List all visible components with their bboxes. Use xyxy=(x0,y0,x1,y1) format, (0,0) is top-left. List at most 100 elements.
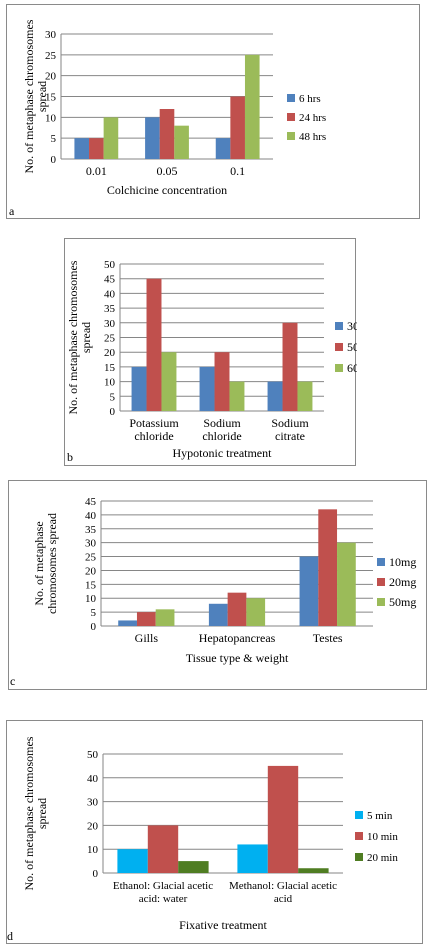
panel-label-d: d xyxy=(7,929,13,943)
bar xyxy=(267,765,299,873)
y-tick-label: 20 xyxy=(85,565,97,577)
legend-label: 10mg xyxy=(389,555,416,569)
y-tick-label: 0 xyxy=(51,154,57,166)
y-tick-label: 35 xyxy=(85,524,97,536)
bar xyxy=(145,117,160,159)
y-axis-title: No. of metaphase chromosomesspread xyxy=(66,260,93,414)
bar xyxy=(89,138,104,159)
bar xyxy=(118,620,137,626)
legend-label: 20mg xyxy=(389,575,416,589)
x-tick-label: Gills xyxy=(135,631,159,645)
y-tick-label: 20 xyxy=(45,71,57,83)
y-tick-label: 30 xyxy=(104,318,116,330)
y-tick-label: 30 xyxy=(85,538,97,550)
legend-label: 10 min xyxy=(367,831,398,843)
y-tick-label: 20 xyxy=(87,820,99,832)
y-tick-label: 25 xyxy=(45,50,57,62)
legend-swatch xyxy=(355,853,363,861)
bar xyxy=(337,542,356,626)
panel-label-c: c xyxy=(10,674,16,688)
bar xyxy=(230,96,245,159)
y-tick-label: 50 xyxy=(87,749,99,761)
legend-label: 48 hrs xyxy=(299,131,326,143)
bar xyxy=(159,109,175,159)
legend-label: 6 hrs xyxy=(299,93,321,105)
x-axis-title: Fixative treatment xyxy=(179,918,267,932)
y-tick-label: 40 xyxy=(104,288,116,300)
x-tick-label: Sodium citrate xyxy=(271,416,309,443)
y-axis-title: No. of metaphasechromosomes spread xyxy=(32,513,59,614)
chart-panel-c: 0 5 10 15 20 25 30 35 40 45 Gills Hepatopancreas Tes… xyxy=(8,480,427,690)
y-tick-label: 0 xyxy=(110,406,116,418)
legend-swatch xyxy=(287,113,295,121)
legend-swatch xyxy=(355,811,363,819)
bar xyxy=(267,381,283,411)
legend-swatch xyxy=(377,598,385,606)
bar xyxy=(74,138,90,159)
bar xyxy=(237,844,268,873)
y-tick-label: 50 xyxy=(104,259,116,271)
bar xyxy=(146,278,162,411)
bar xyxy=(246,598,266,626)
y-tick-label: 30 xyxy=(45,29,57,41)
x-tick-label: 0.1 xyxy=(230,164,245,178)
bar xyxy=(208,603,228,626)
x-axis-title: Tissue type & weight xyxy=(186,651,289,665)
bar xyxy=(229,381,245,411)
bar xyxy=(299,556,319,626)
panel-label-b: b xyxy=(67,450,73,464)
y-tick-label: 25 xyxy=(104,333,116,345)
x-axis-title: Hypotonic treatment xyxy=(173,446,273,460)
legend-swatch xyxy=(335,364,343,372)
x-tick-label: Hepatopancreas xyxy=(199,631,276,645)
bar xyxy=(227,592,247,626)
legend-label: 24 hrs xyxy=(299,112,326,124)
y-tick-label: 5 xyxy=(91,607,97,619)
y-axis-title: No. of metaphase chromosomesspread xyxy=(22,19,49,173)
bar xyxy=(178,861,209,873)
bar xyxy=(214,352,230,411)
x-tick-label: 0.01 xyxy=(86,164,107,178)
legend-label: 5 min xyxy=(367,810,393,822)
panel-label-a: a xyxy=(9,204,15,218)
bar-chart-d: 0 10 20 30 40 50 Ethanol: Glacial acetic acid: … xyxy=(22,736,398,932)
y-tick-label: 30 xyxy=(87,797,99,809)
chart-panel-a: 0 5 10 15 20 25 30 0.01 0.05 0.1 Colchicine concen… xyxy=(6,4,420,219)
y-tick-label: 15 xyxy=(85,579,97,591)
bar-chart-b: 0 5 10 15 20 25 30 35 40 45 50 Potassium chloride Sod… xyxy=(66,259,357,460)
bar xyxy=(155,609,175,626)
y-tick-label: 10 xyxy=(87,844,99,856)
y-tick-label: 15 xyxy=(45,92,57,104)
x-tick-label: Potassium chloride xyxy=(129,416,179,443)
y-tick-label: 45 xyxy=(104,274,116,286)
chart-panel-b: 0 5 10 15 20 25 30 35 40 45 50 Potassium chloride Sod… xyxy=(64,238,357,466)
legend-swatch xyxy=(377,558,385,566)
bar xyxy=(174,125,189,159)
legend-label: 60 min xyxy=(347,361,357,375)
x-tick-label: Sodium chloride xyxy=(202,416,241,443)
bar xyxy=(131,366,147,411)
y-tick-label: 40 xyxy=(85,510,97,522)
y-tick-label: 15 xyxy=(104,362,116,374)
x-tick-label: Testes xyxy=(313,631,343,645)
y-tick-label: 35 xyxy=(104,303,116,315)
x-tick-label: 0.05 xyxy=(157,164,178,178)
bar xyxy=(297,381,313,411)
y-tick-label: 0 xyxy=(93,868,99,880)
y-tick-label: 10 xyxy=(104,377,116,389)
legend-swatch xyxy=(377,578,385,586)
y-tick-label: 25 xyxy=(85,552,97,564)
legend-swatch xyxy=(335,343,343,351)
y-tick-label: 45 xyxy=(85,496,97,508)
legend-label: 30 min xyxy=(347,319,357,333)
legend-swatch xyxy=(287,94,295,102)
x-tick-label: Ethanol: Glacial acetic acid: water xyxy=(113,880,213,905)
y-tick-label: 20 xyxy=(104,347,116,359)
y-tick-label: 10 xyxy=(45,112,57,124)
bar xyxy=(244,54,260,160)
bar xyxy=(318,509,338,626)
x-axis-title: Colchicine concentration xyxy=(107,183,227,197)
bar xyxy=(147,825,179,873)
